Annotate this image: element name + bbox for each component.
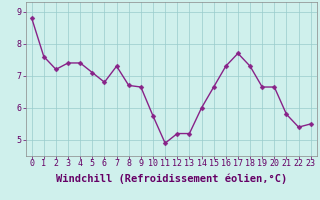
X-axis label: Windchill (Refroidissement éolien,°C): Windchill (Refroidissement éolien,°C) [56, 173, 287, 184]
